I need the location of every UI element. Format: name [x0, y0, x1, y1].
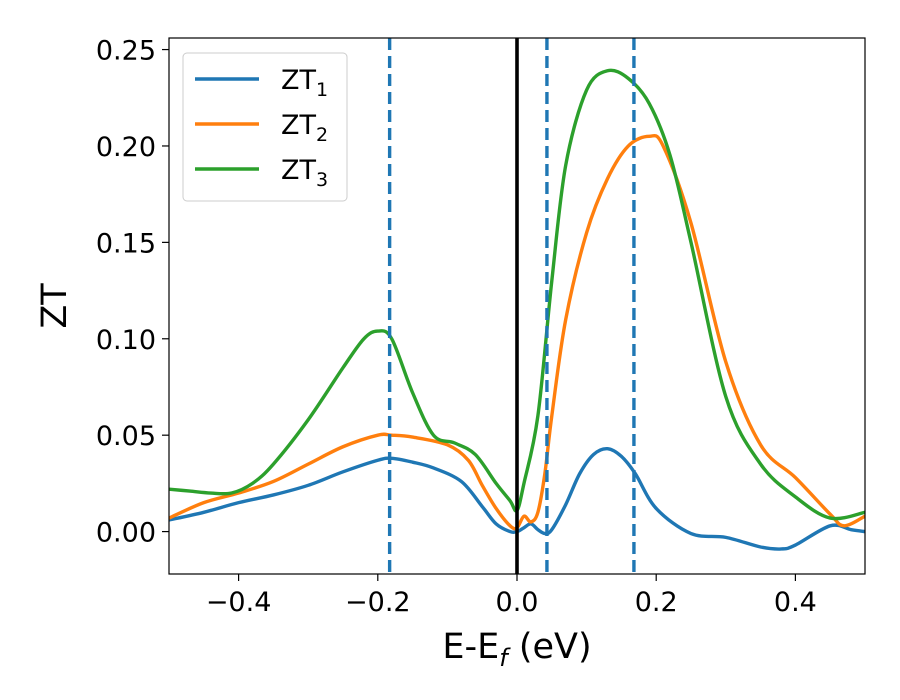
- y-axis-label: ZT: [35, 283, 75, 329]
- x-axis-label-main: E-E: [442, 627, 499, 667]
- x-axis-ticks: −0.4 −0.2 0.0 0.2 0.4: [206, 574, 817, 618]
- legend: ZT1 ZT2 ZT3: [182, 52, 348, 202]
- y-tick-label: 0.25: [96, 36, 156, 67]
- y-tick-label: 0.05: [96, 421, 156, 452]
- legend-box: [182, 52, 348, 202]
- y-tick-label: 0.15: [96, 228, 156, 259]
- reference-lines: [387, 38, 636, 574]
- series-line-zt1: [169, 446, 865, 551]
- y-axis-ticks: 0.00 0.05 0.10 0.15 0.20 0.25: [96, 36, 169, 549]
- y-tick-label: 0.00: [96, 518, 156, 549]
- legend-label-zt1: ZT1: [281, 65, 328, 101]
- x-tick-label: 0.2: [635, 587, 678, 618]
- y-tick-label: 0.10: [96, 325, 156, 356]
- legend-label-zt3: ZT3: [281, 155, 328, 191]
- y-tick-label: 0.20: [96, 132, 156, 163]
- x-tick-label: −0.2: [345, 587, 411, 618]
- x-tick-label: 0.4: [774, 587, 817, 618]
- series-line-zt2: [169, 133, 865, 531]
- legend-label-zt2: ZT2: [281, 110, 328, 146]
- x-tick-label: 0.0: [496, 587, 539, 618]
- x-axis-label: E-Ef (eV): [442, 627, 591, 672]
- x-tick-label: −0.4: [206, 587, 272, 618]
- x-axis-label-suffix: (eV): [508, 627, 592, 667]
